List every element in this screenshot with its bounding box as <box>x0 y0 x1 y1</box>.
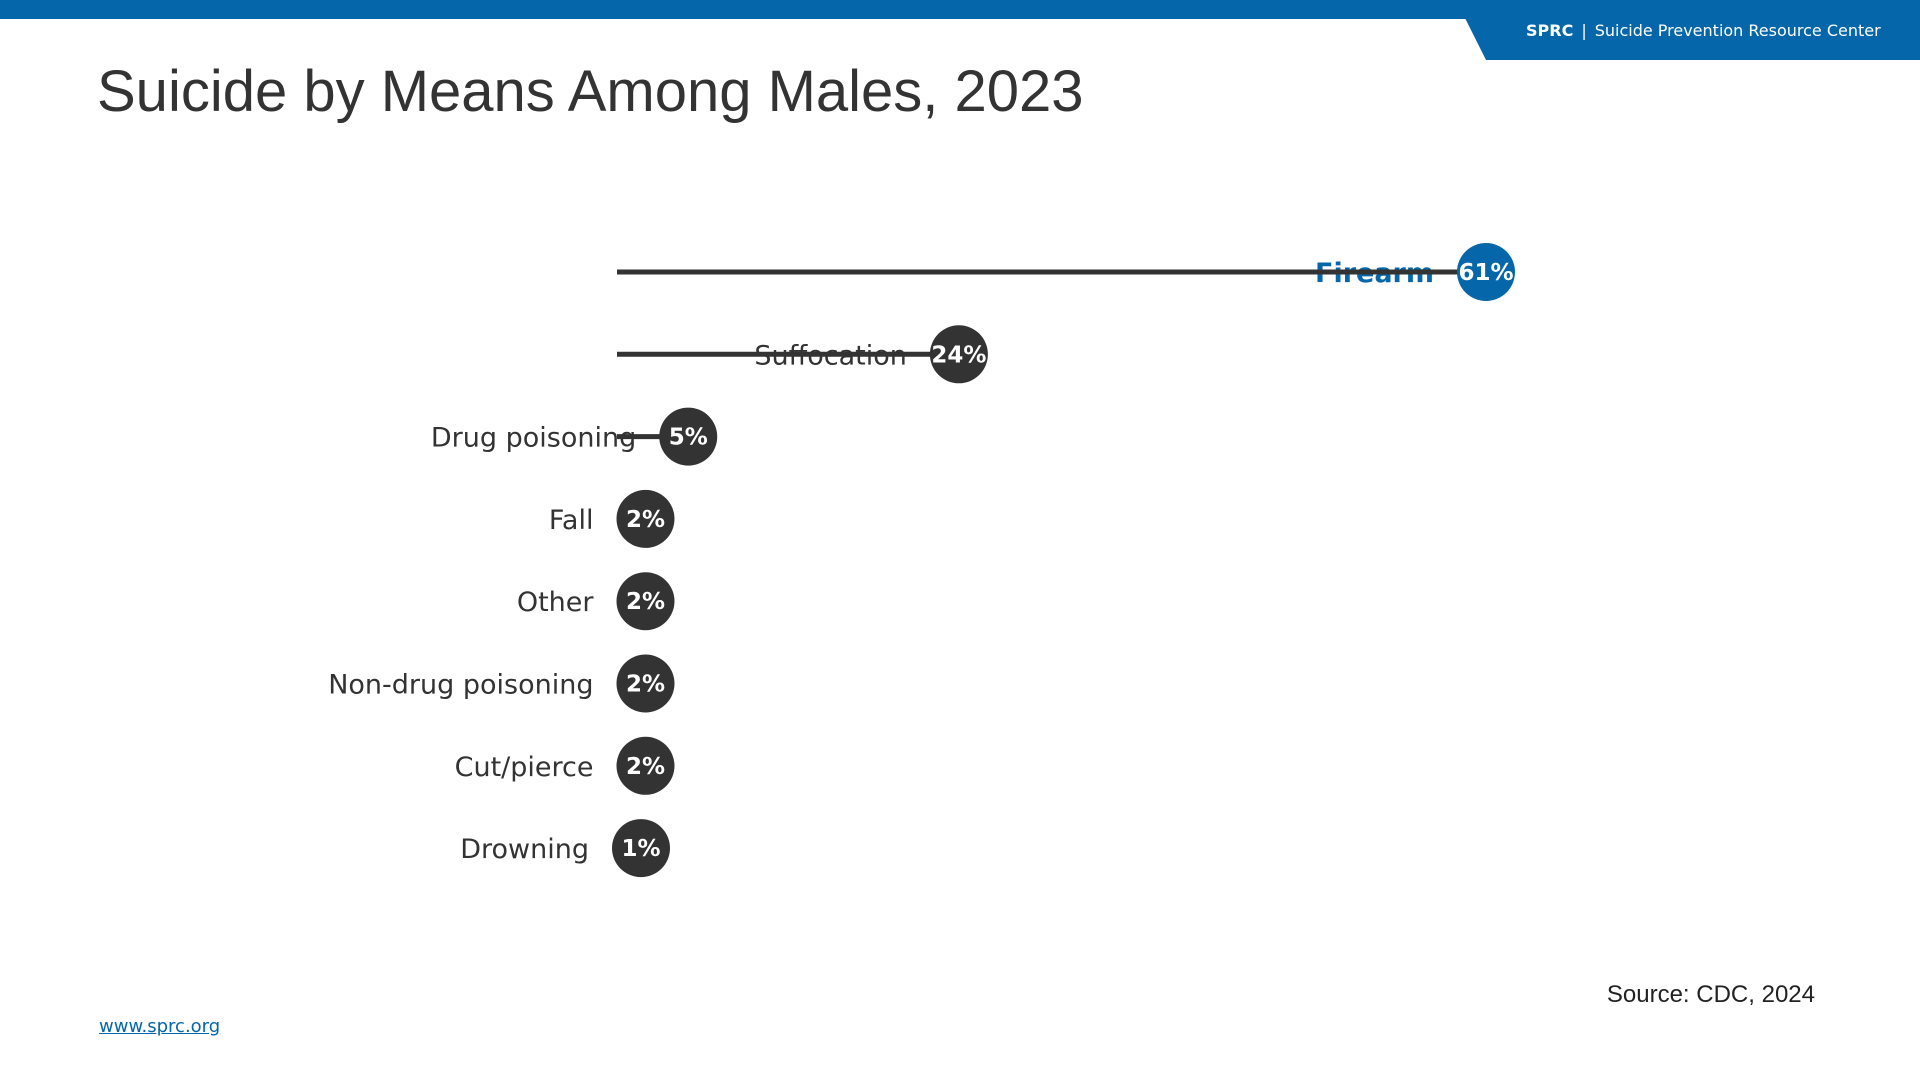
website-link[interactable]: www.sprc.org <box>99 1016 221 1037</box>
value-label-firearm: 61% <box>1458 260 1513 286</box>
bar-marker-suffocation <box>929 325 988 384</box>
category-label-cut-pierce: Cut/pierce <box>455 752 594 783</box>
value-label-suffocation: 24% <box>931 342 986 368</box>
category-label-fall: Fall <box>549 505 594 536</box>
value-label-other: 2% <box>626 589 665 615</box>
brand-tab <box>1456 0 1920 60</box>
bar-marker-cut-pierce <box>616 736 675 795</box>
source-note: Source: CDC, 2024 <box>1606 981 1815 1008</box>
brand-full: Suicide Prevention Resource Center <box>1594 21 1881 40</box>
value-label-drowning: 1% <box>621 836 660 862</box>
bar-marker-fall <box>616 489 675 548</box>
category-label-drowning: Drowning <box>460 834 589 865</box>
value-label-fall: 2% <box>626 507 665 533</box>
brand-separator: | <box>1581 21 1587 40</box>
bar-marker-firearm <box>1457 243 1515 301</box>
value-label-cut-pierce: 2% <box>626 754 665 780</box>
category-label-non-drug-poisoning: Non-drug poisoning <box>328 670 593 701</box>
bar-marker-other <box>616 572 675 631</box>
category-label-drug-poisoning: Drug poisoning <box>431 423 636 454</box>
bar-marker-drowning <box>612 819 670 878</box>
bar-marker-non-drug-poisoning <box>616 654 675 713</box>
brand-header: SPRC | Suicide Prevention Resource Center <box>1526 18 1881 44</box>
chart-title: Suicide by Means Among Males, 2023 <box>97 59 1084 124</box>
value-label-drug-poisoning: 5% <box>669 425 708 451</box>
bar-marker-drug-poisoning <box>659 407 718 466</box>
top-banner <box>0 0 1920 19</box>
value-label-non-drug-poisoning: 2% <box>626 672 665 698</box>
brand-short: SPRC <box>1526 21 1574 40</box>
category-label-other: Other <box>517 587 595 618</box>
